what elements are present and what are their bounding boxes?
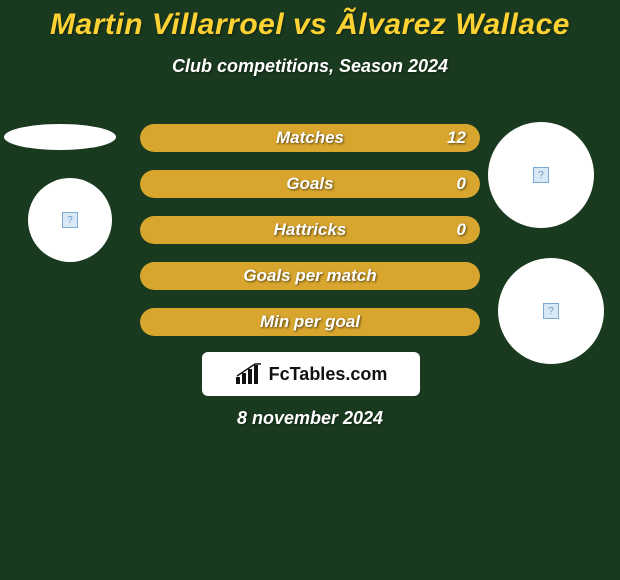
player-left-ellipse [4, 124, 116, 150]
stat-bar: Min per goal [140, 308, 480, 336]
stats-container: Matches12Goals0Hattricks0Goals per match… [140, 124, 480, 354]
bars-icon [235, 363, 263, 385]
image-placeholder-icon: ? [533, 167, 549, 183]
stat-bar: Goals0 [140, 170, 480, 198]
stat-bar: Goals per match [140, 262, 480, 290]
player-right-avatar-2: ? [498, 258, 604, 364]
subtitle: Club competitions, Season 2024 [0, 56, 620, 77]
stat-bar: Matches12 [140, 124, 480, 152]
page-title: Martin Villarroel vs Ãlvarez Wallace [0, 0, 620, 42]
stat-label: Goals [140, 170, 480, 198]
player-left-avatar: ? [28, 178, 112, 262]
stat-label: Min per goal [140, 308, 480, 336]
image-placeholder-icon: ? [543, 303, 559, 319]
stat-label: Hattricks [140, 216, 480, 244]
stat-label: Matches [140, 124, 480, 152]
image-placeholder-icon: ? [62, 212, 78, 228]
stat-value-right: 0 [457, 216, 466, 244]
date-text: 8 november 2024 [0, 408, 620, 429]
player-right-avatar-1: ? [488, 122, 594, 228]
stat-bar: Hattricks0 [140, 216, 480, 244]
stat-label: Goals per match [140, 262, 480, 290]
stat-value-right: 0 [457, 170, 466, 198]
stat-value-right: 12 [447, 124, 466, 152]
brand-text: FcTables.com [269, 364, 388, 385]
brand-badge: FcTables.com [202, 352, 420, 396]
